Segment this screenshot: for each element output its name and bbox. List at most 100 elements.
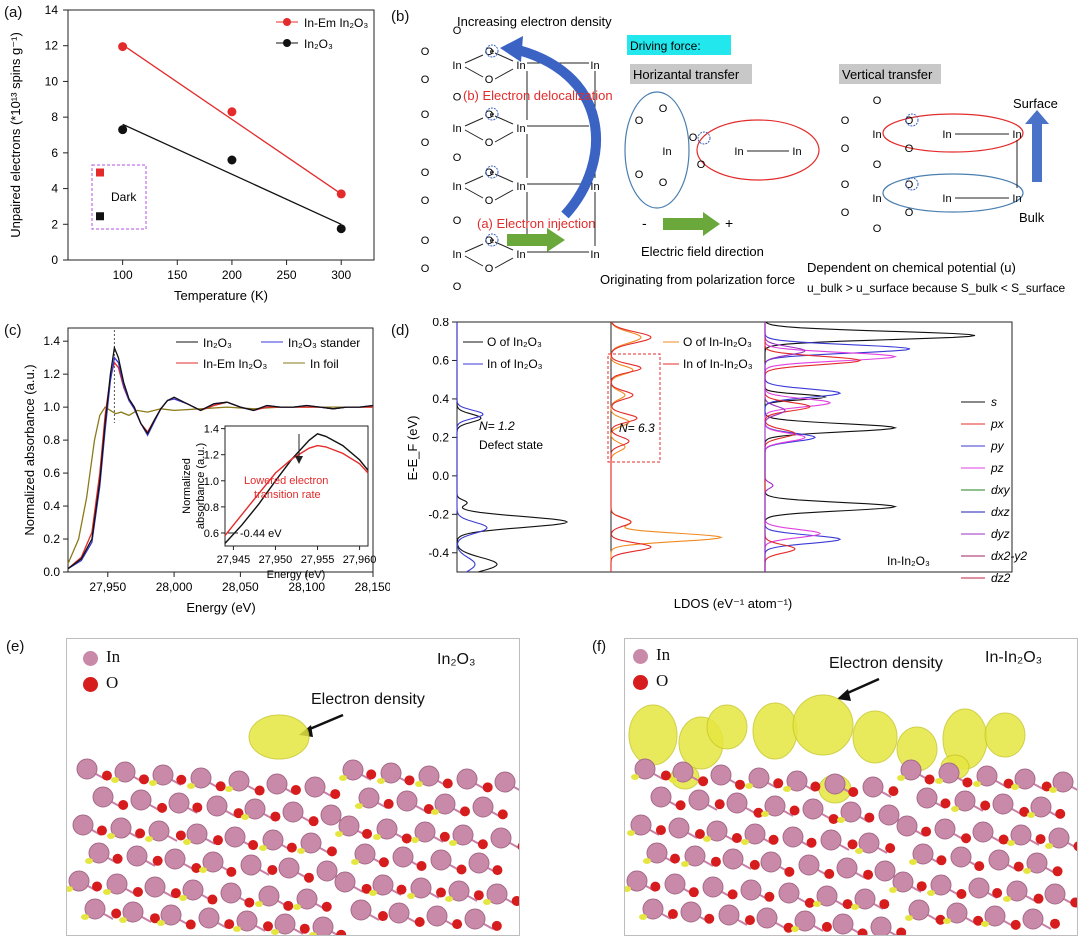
density-lobe <box>1011 784 1019 790</box>
in-atom <box>490 827 512 849</box>
chart-c-xlabel: Energy (eV) <box>186 600 255 615</box>
atom-o: O <box>453 281 462 293</box>
o-atom <box>517 842 519 850</box>
o-atom <box>735 779 746 790</box>
bond <box>464 175 484 185</box>
density-lobe <box>411 837 419 843</box>
o-atom <box>377 911 388 922</box>
atom-in: In <box>452 249 461 261</box>
o-atom <box>283 900 294 911</box>
in-atom <box>410 877 432 899</box>
bond <box>494 241 514 251</box>
atom-o: O <box>485 167 494 179</box>
density-lobe <box>373 834 381 840</box>
chart-d-ylabel: E-E_F (eV) <box>405 415 420 480</box>
motif-atom: O <box>841 115 850 127</box>
in-atom <box>418 765 440 787</box>
in-atom <box>976 765 998 787</box>
density-lobe <box>791 926 799 932</box>
b-bulk: Bulk <box>1019 210 1045 225</box>
density-blob <box>752 702 798 760</box>
o-atom <box>842 899 853 910</box>
legend-c-stander: In₂O₃ stander <box>288 336 360 350</box>
in-atom <box>312 916 334 935</box>
o-atom <box>1019 806 1030 817</box>
density-lobe <box>855 848 863 854</box>
o-atom <box>254 785 265 796</box>
electron-icon <box>905 177 919 191</box>
o-atom <box>290 784 301 795</box>
o-atom <box>111 908 122 919</box>
a-ytick-label: 6 <box>51 146 58 160</box>
density-lobe <box>255 901 263 907</box>
in-atom <box>190 767 212 789</box>
b-driving-force: Driving force: <box>630 39 701 53</box>
a-ytick-label: 10 <box>45 74 59 88</box>
legend-in2o3: In₂O₃ <box>304 37 333 51</box>
dark-label: Dark <box>111 190 137 204</box>
o-atom <box>710 856 721 867</box>
o-atom <box>924 774 935 785</box>
o-atom <box>491 920 502 931</box>
density-lobe <box>351 859 359 865</box>
d-legend-label: dyz <box>991 527 1010 541</box>
o-atom <box>492 865 503 876</box>
c-xtick-label: 28,050 <box>222 580 259 594</box>
o-atom-icon <box>633 674 648 690</box>
density-blob <box>984 712 1026 758</box>
in-atom <box>1022 908 1044 930</box>
atom-o: O <box>485 74 494 86</box>
density-lobe <box>981 921 989 927</box>
density-lobe <box>369 890 377 896</box>
atom-o: O <box>421 263 430 275</box>
in-atom <box>916 787 938 809</box>
o-atom <box>670 853 681 864</box>
density-lobe <box>625 886 631 892</box>
o-atom <box>847 839 858 850</box>
density-lobe <box>449 840 457 846</box>
a-ytick-label: 12 <box>45 39 59 53</box>
motif-atom: O <box>659 103 668 115</box>
electron-icon <box>485 44 499 58</box>
in-atom <box>706 820 728 842</box>
in-atom <box>278 857 300 879</box>
o-atom <box>783 922 794 933</box>
density-lobe <box>745 783 753 789</box>
chart-d: -0.4 -0.2 0.0 0.2 0.4 0.6 0.8 LDOS (eV⁻¹ atom⁻… <box>405 318 1027 611</box>
atom-in: In <box>590 60 599 72</box>
o-atom <box>118 800 129 811</box>
efield-arrow <box>663 212 720 236</box>
o-atom <box>753 807 764 818</box>
density-lobe <box>703 836 711 842</box>
density-lobe <box>909 859 917 865</box>
density-lobe <box>271 929 279 935</box>
atom-o: O <box>421 74 430 86</box>
o-atom <box>303 872 314 883</box>
in-atom <box>186 823 208 845</box>
o-atom <box>263 921 274 932</box>
o-atom <box>821 921 832 932</box>
density-lobe <box>355 803 363 809</box>
in-atom <box>718 904 740 926</box>
o-atom <box>688 887 699 898</box>
legend-d-o: O of In₂O₃ <box>487 335 542 349</box>
legend-c-in2o3: In₂O₃ <box>203 336 232 350</box>
f-annotation: Electron density <box>829 655 943 672</box>
o-atom <box>973 915 984 926</box>
in-atom <box>456 768 478 790</box>
density-lobe <box>81 914 89 920</box>
in-atom <box>744 823 766 845</box>
o-atom <box>185 919 196 930</box>
a-ytick-label: 0 <box>51 253 58 267</box>
in-atom <box>448 880 470 902</box>
o-atom <box>1003 778 1014 789</box>
d-curve-orbital <box>764 322 862 572</box>
density-lobe <box>943 918 951 924</box>
atom-o: O <box>485 137 494 149</box>
density-lobe <box>233 926 241 932</box>
density-lobe <box>85 858 93 864</box>
a-dark-point <box>96 168 104 177</box>
annot-n12: N= 1.2 <box>479 419 515 433</box>
inset-ylabel-2: absorbance (a.u.) <box>195 443 207 529</box>
o-atom <box>132 886 143 897</box>
